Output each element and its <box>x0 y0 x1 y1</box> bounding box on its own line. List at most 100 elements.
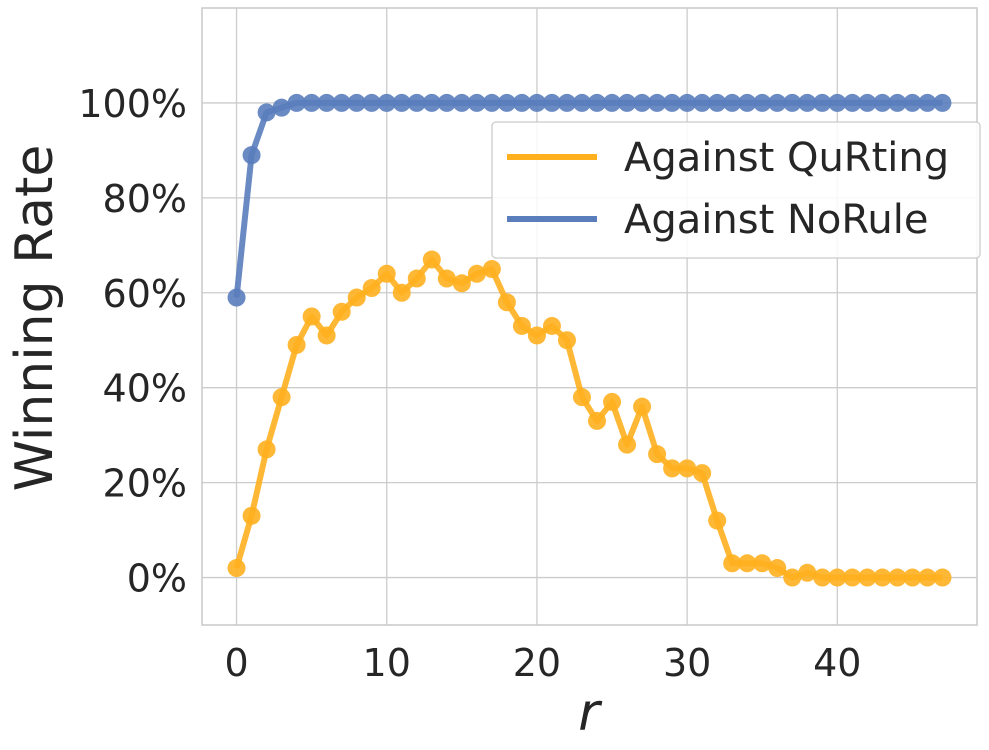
data-point-against-qurting <box>603 392 622 411</box>
y-tick-label: 40% <box>103 367 187 411</box>
data-point-against-qurting <box>753 554 772 573</box>
x-axis-label: r <box>578 683 603 743</box>
data-point-against-norule <box>783 93 802 112</box>
data-point-against-qurting <box>347 288 366 307</box>
legend-label-against-qurting: Against QuRting <box>624 135 949 181</box>
data-point-against-qurting <box>437 269 456 288</box>
data-point-against-norule <box>437 93 456 112</box>
data-point-against-qurting <box>302 307 321 326</box>
data-point-against-qurting <box>287 335 306 354</box>
legend-box <box>491 121 981 259</box>
series-layer <box>227 93 952 587</box>
data-point-against-qurting <box>888 568 907 587</box>
data-point-against-norule <box>888 93 907 112</box>
data-point-against-norule <box>467 93 486 112</box>
data-point-against-norule <box>798 93 817 112</box>
legend: Against QuRting Against NoRule <box>491 121 981 259</box>
data-point-against-qurting <box>497 293 516 312</box>
y-axis-label: Winning Rate <box>5 145 65 492</box>
data-point-against-norule <box>572 93 591 112</box>
data-point-against-norule <box>768 93 787 112</box>
data-point-against-norule <box>603 93 622 112</box>
data-point-against-norule <box>227 288 246 307</box>
data-point-against-norule <box>648 93 667 112</box>
data-point-against-qurting <box>482 260 501 279</box>
data-point-against-qurting <box>377 264 396 283</box>
data-point-against-qurting <box>242 506 261 525</box>
data-point-against-qurting <box>633 397 652 416</box>
data-point-against-qurting <box>723 554 742 573</box>
data-point-against-qurting <box>332 302 351 321</box>
data-point-against-norule <box>392 93 411 112</box>
data-point-against-qurting <box>572 388 591 407</box>
data-point-against-norule <box>633 93 652 112</box>
data-point-against-qurting <box>392 283 411 302</box>
data-point-against-qurting <box>768 559 787 578</box>
data-point-against-qurting <box>708 511 727 530</box>
data-point-against-norule <box>542 93 561 112</box>
data-point-against-qurting <box>618 435 637 454</box>
data-point-against-norule <box>497 93 516 112</box>
y-tick-label: 20% <box>103 462 187 506</box>
data-point-against-qurting <box>663 459 682 478</box>
data-point-against-norule <box>918 93 937 112</box>
data-point-against-qurting <box>272 388 291 407</box>
data-point-against-norule <box>512 93 531 112</box>
data-point-against-qurting <box>738 554 757 573</box>
data-point-against-norule <box>377 93 396 112</box>
data-point-against-norule <box>422 93 441 112</box>
x-tick-label: 10 <box>363 641 411 685</box>
y-tick-label: 0% <box>127 557 187 601</box>
data-point-against-norule <box>257 103 276 122</box>
data-point-against-qurting <box>858 568 877 587</box>
data-point-against-norule <box>317 93 336 112</box>
data-point-against-norule <box>828 93 847 112</box>
data-point-against-norule <box>903 93 922 112</box>
data-point-against-qurting <box>527 326 546 345</box>
data-point-against-qurting <box>873 568 892 587</box>
data-point-against-qurting <box>798 563 817 582</box>
data-point-against-qurting <box>422 250 441 269</box>
data-point-against-qurting <box>648 445 667 464</box>
plot-frame <box>201 7 978 626</box>
data-point-against-norule <box>693 93 712 112</box>
data-point-against-norule <box>663 93 682 112</box>
data-point-against-norule <box>527 93 546 112</box>
tick-labels: 0 10 20 30 40 0% 20% 40% 60% 80% 100% <box>78 82 861 685</box>
data-point-against-norule <box>482 93 501 112</box>
data-point-against-qurting <box>813 568 832 587</box>
data-point-against-qurting <box>317 326 336 345</box>
data-point-against-norule <box>858 93 877 112</box>
data-point-against-norule <box>347 93 366 112</box>
data-point-against-qurting <box>828 568 847 587</box>
y-tick-label: 100% <box>78 82 187 126</box>
data-point-against-qurting <box>227 559 246 578</box>
x-tick-label: 20 <box>513 641 561 685</box>
x-tick-label: 40 <box>813 641 861 685</box>
data-point-against-norule <box>452 93 471 112</box>
data-point-against-qurting <box>588 411 607 430</box>
data-point-against-qurting <box>933 568 952 587</box>
data-point-against-norule <box>302 93 321 112</box>
data-point-against-norule <box>738 93 757 112</box>
data-point-against-norule <box>678 93 697 112</box>
data-point-against-qurting <box>783 568 802 587</box>
y-tick-label: 60% <box>103 272 187 316</box>
data-point-against-norule <box>813 93 832 112</box>
data-point-against-norule <box>557 93 576 112</box>
data-point-against-norule <box>332 93 351 112</box>
data-point-against-qurting <box>557 331 576 350</box>
data-point-against-qurting <box>362 279 381 298</box>
data-point-against-qurting <box>903 568 922 587</box>
data-point-against-norule <box>843 93 862 112</box>
data-point-against-norule <box>723 93 742 112</box>
data-point-against-norule <box>933 93 952 112</box>
data-point-against-qurting <box>693 464 712 483</box>
series-against-norule <box>227 93 952 307</box>
data-point-against-norule <box>287 93 306 112</box>
data-point-against-qurting <box>257 440 276 459</box>
data-point-against-qurting <box>512 316 531 335</box>
y-tick-label: 80% <box>103 177 187 221</box>
data-point-against-qurting <box>843 568 862 587</box>
